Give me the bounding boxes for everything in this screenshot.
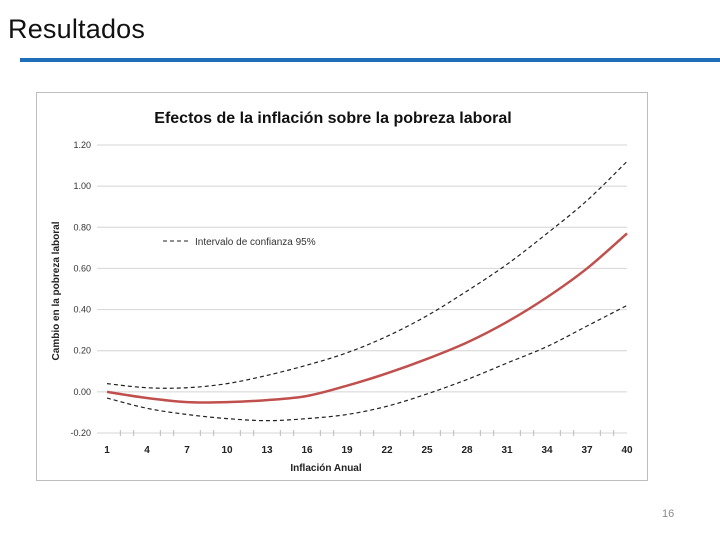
legend: Intervalo de confianza 95% [163, 237, 316, 248]
lower-confidence-line [106, 304, 628, 422]
slide-title: Resultados [8, 14, 146, 44]
page-number: 16 [662, 508, 675, 520]
x-tick-label: 31 [501, 445, 513, 456]
x-tick-label: 4 [144, 445, 150, 456]
tick-labels: -0.20 0.00 0.20 0.40 0.60 0.80 1.00 1.20 1 4 7 10 13… [70, 140, 633, 456]
gridlines [97, 144, 627, 436]
x-tick-label: 19 [341, 445, 353, 456]
y-tick-label: 0.20 [73, 346, 91, 356]
y-tick-label: 0.80 [73, 222, 91, 232]
x-tick-label: 28 [461, 445, 473, 456]
x-tick-label: 25 [421, 445, 433, 456]
x-tick-label: 13 [261, 445, 273, 456]
y-tick-label: 0.40 [73, 305, 91, 315]
x-axis-label: Inflación Anual [290, 463, 362, 474]
line-chart: -0.20 0.00 0.20 0.40 0.60 0.80 1.00 1.20 1 4 7 10 13… [51, 110, 633, 474]
y-tick-label: 1.20 [73, 140, 91, 150]
chart-title: Efectos de la inflación sobre la pobreza… [154, 110, 511, 127]
y-tick-label: 0.60 [73, 263, 91, 273]
x-tick-label: 10 [221, 445, 233, 456]
y-tick-label: 0.00 [73, 387, 91, 397]
x-tick-label: 16 [301, 445, 313, 456]
chart-container: -0.20 0.00 0.20 0.40 0.60 0.80 1.00 1.20 1 4 7 10 13… [36, 92, 648, 481]
x-tick-label: 34 [541, 445, 553, 456]
y-tick-label: 1.00 [73, 181, 91, 191]
estimate-line [106, 232, 628, 404]
x-tick-label: 1 [104, 445, 110, 456]
y-tick-label: -0.20 [70, 428, 91, 438]
y-axis-label: Cambio en la pobreza laboral [51, 221, 62, 360]
x-tick-label: 22 [381, 445, 393, 456]
x-tick-label: 7 [184, 445, 190, 456]
x-tick-label: 40 [621, 445, 633, 456]
legend-entry-label: Intervalo de confianza 95% [195, 237, 316, 248]
series-lines [106, 161, 628, 422]
upper-confidence-line [106, 161, 628, 389]
x-tick-label: 37 [581, 445, 593, 456]
title-underline [20, 58, 720, 62]
